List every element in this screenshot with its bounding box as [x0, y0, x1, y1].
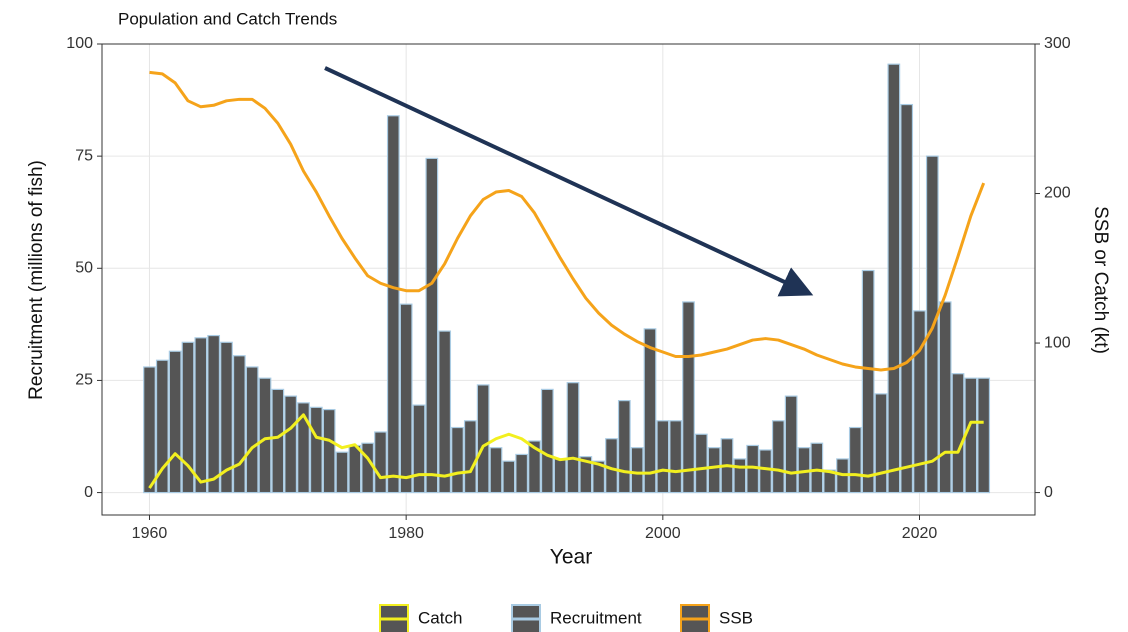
line	[149, 70, 986, 372]
bar	[438, 330, 452, 494]
x-tick-label: 1960	[132, 525, 168, 542]
legend: Catch Recruitment SSB	[379, 604, 753, 632]
y-tick-label: 100	[66, 35, 93, 52]
bar	[309, 406, 323, 494]
legend-label: SSB	[719, 608, 753, 627]
bar	[297, 402, 310, 494]
y-axis-title: Recruitment (millions of fish)	[26, 160, 47, 400]
line	[148, 413, 984, 489]
bar	[553, 458, 567, 494]
bar	[874, 393, 888, 494]
marks	[143, 63, 991, 494]
bar	[348, 444, 362, 494]
bar	[322, 408, 336, 494]
y2-tick-label: 200	[1044, 185, 1071, 202]
bar	[682, 301, 695, 494]
bar	[592, 460, 606, 494]
bar	[399, 303, 413, 494]
bar	[540, 388, 554, 494]
y-tick-label: 50	[75, 260, 93, 277]
y-tick-label: 0	[84, 484, 93, 501]
legend-key	[680, 604, 710, 632]
bar	[451, 426, 464, 494]
bar	[643, 328, 657, 494]
bar	[528, 440, 541, 494]
bar	[207, 334, 221, 494]
x-tick-label: 2000	[645, 525, 681, 542]
bar	[181, 341, 195, 494]
bar	[707, 447, 721, 494]
bar	[489, 447, 503, 494]
y2-tick-label: 300	[1044, 35, 1071, 52]
bar	[271, 388, 285, 494]
bar	[630, 447, 644, 494]
bar	[913, 310, 926, 494]
bar	[694, 433, 708, 494]
y-tick-label: 75	[75, 147, 93, 164]
bar	[425, 157, 439, 494]
bar	[245, 366, 259, 494]
legend-key	[379, 604, 409, 632]
bar	[515, 453, 529, 494]
bar	[977, 377, 991, 494]
bar	[374, 431, 387, 494]
bar	[412, 404, 426, 494]
bar	[784, 395, 798, 494]
bar	[143, 366, 156, 494]
x-tick-label: 1980	[388, 525, 424, 542]
bar	[810, 442, 824, 494]
x-tick-label: 2020	[902, 525, 938, 542]
bar	[335, 451, 349, 494]
bar	[669, 420, 683, 494]
legend-label: Catch	[418, 608, 462, 627]
bar	[232, 355, 246, 494]
bar	[258, 377, 272, 494]
bar	[951, 373, 965, 494]
bar	[361, 442, 375, 494]
legend-label: Recruitment	[550, 608, 642, 627]
bar	[168, 350, 182, 494]
bar	[759, 449, 772, 494]
bar	[220, 341, 233, 494]
trend-arrow	[324, 66, 814, 297]
bar	[617, 400, 631, 494]
bar	[861, 269, 875, 494]
bar	[476, 384, 490, 494]
bar	[386, 115, 400, 494]
plot-border	[101, 43, 1036, 516]
bar	[155, 359, 169, 494]
chart-title: Population and Catch Trends	[118, 9, 337, 28]
bar	[463, 420, 477, 494]
bar	[194, 337, 208, 494]
y-tick-label: 25	[75, 372, 93, 389]
bar	[938, 301, 952, 494]
y2-axis-title: SSB or Catch (kt)	[1090, 206, 1111, 354]
bar	[900, 103, 914, 494]
legend-key	[511, 604, 541, 632]
y2-tick-label: 0	[1044, 484, 1053, 501]
bar	[656, 420, 670, 494]
bar	[566, 382, 580, 494]
x-axis-title: Year	[550, 546, 592, 569]
bar	[733, 458, 747, 494]
bar	[887, 63, 901, 494]
y2-tick-label: 100	[1044, 334, 1071, 351]
bar	[579, 456, 593, 494]
bar	[502, 460, 516, 494]
bar	[771, 420, 785, 494]
bar	[284, 395, 298, 494]
bar	[848, 426, 862, 494]
